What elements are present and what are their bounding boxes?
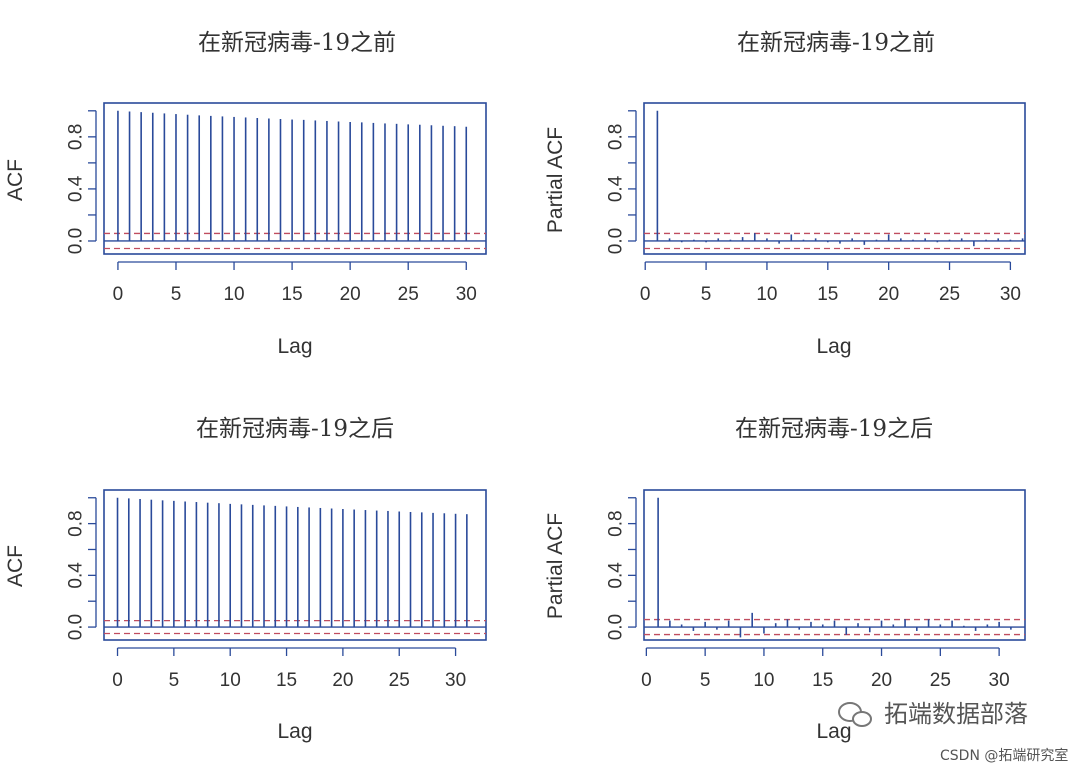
- x-tick-label: 25: [389, 670, 410, 691]
- x-tick-label: 25: [930, 670, 951, 691]
- chart-title: 在新冠病毒-19之后: [196, 416, 394, 442]
- acf-after-panel: 在新冠病毒-19之后 Lag ACF 0 5 10 15 20 25 30 0.0 0.4 0.8: [4, 416, 487, 743]
- chart-title: 在新冠病毒-19之后: [735, 416, 933, 442]
- x-tick-label: 15: [276, 670, 297, 691]
- x-tick-label: 30: [1000, 284, 1021, 305]
- x-axis-label: Lag: [277, 720, 312, 743]
- x-tick-label: 30: [445, 670, 466, 691]
- y-tick-label: 0.8: [66, 510, 87, 536]
- y-tick-label: 0.8: [606, 124, 627, 150]
- watermark-csdn-text: CSDN @拓端研究室: [940, 747, 1068, 764]
- x-tick-label: 5: [700, 670, 711, 691]
- wechat-icon: [838, 702, 872, 727]
- x-tick-label: 5: [169, 670, 180, 691]
- x-tick-label: 15: [817, 284, 838, 305]
- watermark-wechat-text: 拓端数据部落: [884, 700, 1028, 728]
- x-tick-label: 0: [641, 670, 652, 691]
- watermark: 拓端数据部落 CSDN @拓端研究室: [838, 700, 1068, 764]
- acf-before-panel: 在新冠病毒-19之前 Lag ACF 0 5 10 15 20 25 30 0.0 0.4 0.8: [4, 30, 487, 358]
- y-tick-label: 0.0: [606, 228, 627, 254]
- x-tick-label: 10: [220, 670, 241, 691]
- y-tick-label: 0.0: [66, 614, 87, 640]
- x-tick-label: 0: [112, 670, 123, 691]
- y-axis-label: Partial ACF: [544, 513, 567, 619]
- x-tick-label: 20: [332, 670, 353, 691]
- plot-frame: [103, 102, 487, 255]
- y-axis-label: ACF: [4, 545, 27, 587]
- x-axis-label: Lag: [816, 335, 851, 358]
- x-tick-label: 10: [756, 284, 777, 305]
- x-tick-label: 5: [171, 284, 182, 305]
- x-tick-label: 15: [282, 284, 303, 305]
- y-tick-label: 0.8: [66, 124, 87, 150]
- x-tick-label: 0: [113, 284, 124, 305]
- y-tick-label: 0.0: [66, 228, 87, 254]
- plot-frame: [643, 102, 1026, 255]
- x-axis-label: Lag: [277, 335, 312, 358]
- x-tick-label: 30: [456, 284, 477, 305]
- x-tick-label: 5: [701, 284, 712, 305]
- y-tick-label: 0.4: [66, 562, 87, 589]
- x-tick-label: 15: [812, 670, 833, 691]
- plot-frame: [103, 489, 487, 641]
- x-tick-label: 10: [753, 670, 774, 691]
- x-tick-label: 20: [871, 670, 892, 691]
- x-tick-label: 0: [640, 284, 651, 305]
- x-axis-label: Lag: [816, 720, 851, 743]
- x-tick-label: 20: [878, 284, 899, 305]
- pacf-before-panel: 在新冠病毒-19之前 Lag Partial ACF 0 5 10 15 20 25 30 0…: [544, 30, 1026, 358]
- y-tick-label: 0.4: [606, 562, 627, 589]
- pacf-after-panel: 在新冠病毒-19之后 Lag Partial ACF 0 5 10 15 20 25 30 0…: [544, 416, 1026, 743]
- y-tick-label: 0.4: [66, 175, 87, 202]
- x-tick-label: 10: [223, 284, 244, 305]
- chart-title: 在新冠病毒-19之前: [198, 30, 396, 56]
- y-axis-label: ACF: [4, 159, 27, 201]
- x-tick-label: 20: [340, 284, 361, 305]
- x-tick-label: 30: [989, 670, 1010, 691]
- y-tick-label: 0.4: [606, 175, 627, 202]
- plot-frame: [643, 489, 1026, 641]
- y-tick-label: 0.0: [606, 614, 627, 640]
- y-axis-label: Partial ACF: [544, 127, 567, 233]
- x-tick-label: 25: [939, 284, 960, 305]
- chart-title: 在新冠病毒-19之前: [737, 30, 935, 56]
- y-tick-label: 0.8: [606, 510, 627, 536]
- x-tick-label: 25: [398, 284, 419, 305]
